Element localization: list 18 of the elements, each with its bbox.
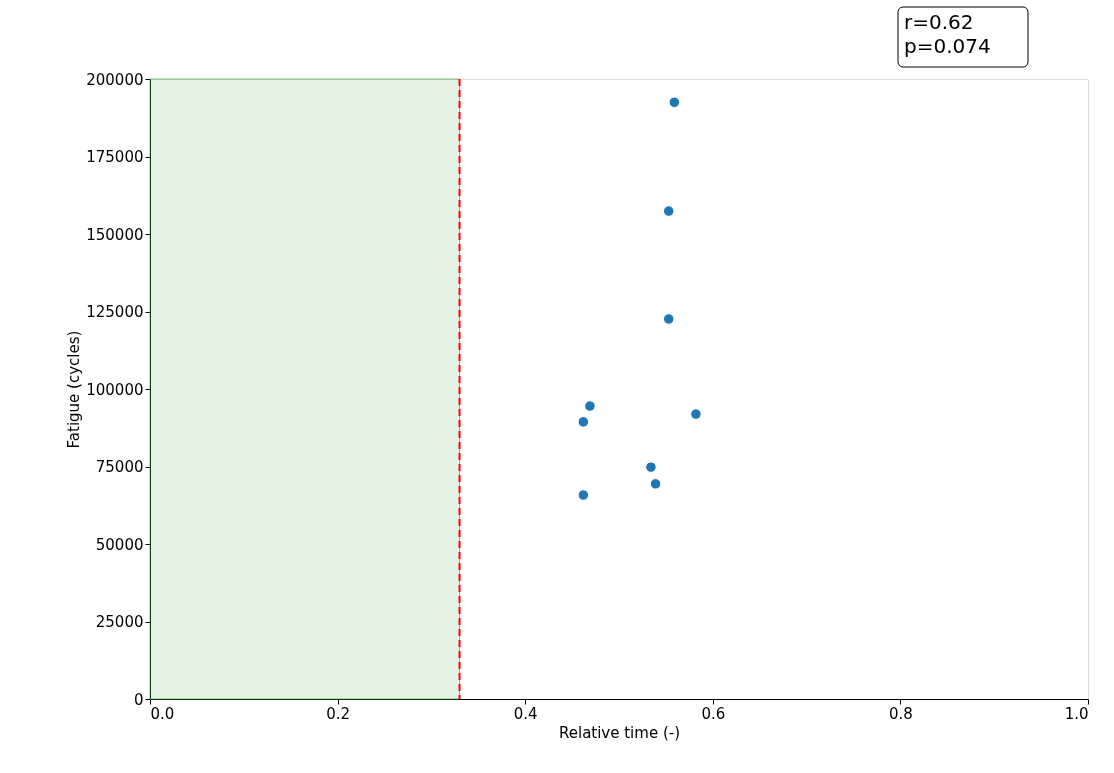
x-tick-label: 0.8: [888, 704, 913, 723]
x-tick-label: 0.6: [701, 704, 726, 723]
x-tick-label: 0.0: [150, 704, 175, 723]
y-tick-label: 0: [133, 690, 144, 709]
x-tick-label: 0.4: [513, 704, 538, 723]
y-tick-label: 100000: [86, 380, 144, 399]
y-tick-label: 50000: [95, 535, 144, 554]
y-tick-label: 175000: [86, 148, 144, 166]
x-tick-label: 1.0: [1064, 704, 1089, 723]
y-tick-label: 150000: [86, 225, 144, 244]
y-tick-label: 200000: [86, 70, 144, 89]
x-tick-label: 0.2: [326, 704, 351, 723]
y-tick-label: 25000: [95, 613, 144, 631]
x-axis-title: Relative time (-): [558, 723, 681, 742]
y-axis-title: Fatigue (cycles): [65, 330, 84, 449]
y-tick-label: 125000: [86, 303, 144, 321]
text: r=0.62 p=0.074: [904, 10, 991, 58]
y-tick-label: 75000: [95, 458, 144, 476]
